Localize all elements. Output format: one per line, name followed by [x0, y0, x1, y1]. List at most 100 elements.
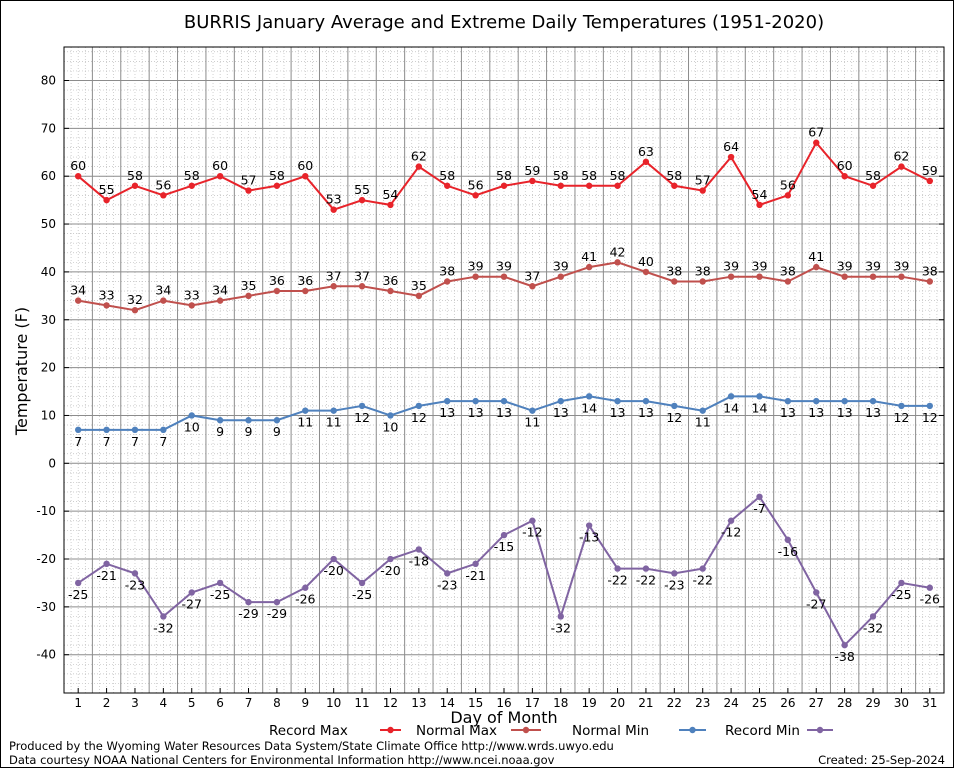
data-label: 58: [184, 168, 200, 183]
series-record-max: 60 55 58 56 58 60 57 58 60 53 55 54 62 58 56 58 59 58 58 58…: [70, 125, 938, 213]
data-label: 35: [411, 278, 427, 293]
data-label: 13: [610, 405, 626, 420]
data-label: -32: [153, 620, 173, 635]
data-point: [188, 182, 195, 189]
data-point: [614, 182, 621, 189]
data-point: [784, 397, 792, 405]
data-point: [614, 397, 621, 405]
data-label: 37: [326, 268, 342, 283]
data-label: 39: [837, 259, 853, 274]
data-label: 60: [297, 158, 313, 173]
y-tick-label: 0: [48, 456, 56, 470]
legend-label: Record Max: [269, 723, 348, 739]
data-point: [415, 163, 423, 170]
x-tick-label: 11: [354, 696, 369, 710]
data-point: [756, 273, 763, 280]
data-point: [699, 187, 706, 194]
data-point: [585, 263, 593, 271]
data-label: -15: [494, 539, 514, 554]
data-point: [74, 426, 82, 434]
data-label: -38: [834, 649, 854, 664]
legend-marker: [522, 726, 530, 734]
data-point: [387, 412, 394, 419]
data-point: [585, 182, 593, 189]
x-tick-label: 23: [695, 696, 710, 710]
data-point: [302, 173, 309, 180]
data-label: 11: [326, 415, 342, 430]
data-label: 39: [893, 259, 909, 274]
data-point: [557, 273, 564, 280]
data-label: 14: [723, 400, 739, 415]
data-label: 62: [893, 149, 909, 164]
data-point: [529, 407, 536, 414]
data-label: 33: [184, 287, 200, 302]
data-point: [330, 206, 337, 213]
data-point: [330, 555, 337, 563]
data-point: [245, 187, 252, 194]
data-point: [103, 426, 110, 434]
data-point: [727, 273, 735, 280]
data-point: [74, 579, 82, 587]
data-label: 13: [496, 405, 512, 420]
data-point: [756, 201, 763, 209]
data-label: -26: [920, 592, 940, 607]
data-label: 12: [666, 410, 682, 425]
data-label: 39: [752, 259, 768, 274]
legend-marker: [387, 726, 394, 734]
data-point: [245, 292, 252, 300]
data-point: [813, 263, 820, 271]
data-label: -21: [465, 568, 485, 583]
created-date: Created: 25-Sep-2024: [818, 753, 945, 767]
data-point: [898, 273, 905, 280]
data-label: 39: [496, 259, 512, 274]
data-label: -27: [806, 597, 826, 612]
legend-label: Normal Max: [416, 723, 497, 739]
data-label: 38: [439, 263, 455, 278]
y-tick-label: 40: [41, 265, 56, 279]
data-point: [103, 302, 110, 309]
data-point: [841, 273, 848, 280]
data-point: [756, 493, 763, 501]
data-point: [131, 570, 139, 577]
data-point: [756, 393, 763, 400]
data-point: [557, 182, 564, 189]
y-axis-title: Temperature (F): [12, 307, 31, 436]
data-point: [784, 192, 792, 199]
series-record-min: -25-21-23-32-27-25-29 -29-26-20-25-20-18-…: [68, 493, 940, 664]
data-label: -22: [636, 573, 656, 588]
data-point: [926, 402, 934, 410]
data-label: 41: [808, 249, 824, 264]
data-point: [557, 397, 564, 405]
data-label: 37: [524, 268, 540, 283]
data-label: 53: [326, 192, 342, 207]
x-tick-label: 24: [723, 696, 738, 710]
data-point: [160, 192, 167, 199]
data-label: -26: [295, 592, 315, 607]
x-tick-label: 19: [582, 696, 597, 710]
data-point: [841, 641, 848, 649]
data-label: -23: [664, 577, 684, 592]
data-label: -20: [323, 563, 343, 578]
data-point: [444, 278, 451, 285]
data-label: 38: [780, 263, 796, 278]
data-label: 9: [216, 424, 224, 439]
data-point: [614, 259, 621, 266]
x-tick-label: 29: [865, 696, 880, 710]
data-point: [358, 283, 366, 290]
data-label: 7: [131, 434, 139, 449]
data-label: 59: [922, 163, 938, 178]
data-point: [188, 302, 195, 309]
x-tick-label: 26: [780, 696, 795, 710]
data-label: 37: [354, 268, 370, 283]
data-point: [699, 407, 706, 414]
data-label: -22: [692, 573, 712, 588]
legend-marker: [816, 726, 824, 734]
data-label: 60: [837, 158, 853, 173]
data-point: [869, 397, 877, 405]
data-point: [727, 153, 735, 161]
x-tick-label: 17: [525, 696, 540, 710]
data-point: [529, 177, 536, 185]
data-point: [444, 570, 451, 577]
data-label: 13: [865, 405, 881, 420]
data-label: 58: [865, 168, 881, 183]
